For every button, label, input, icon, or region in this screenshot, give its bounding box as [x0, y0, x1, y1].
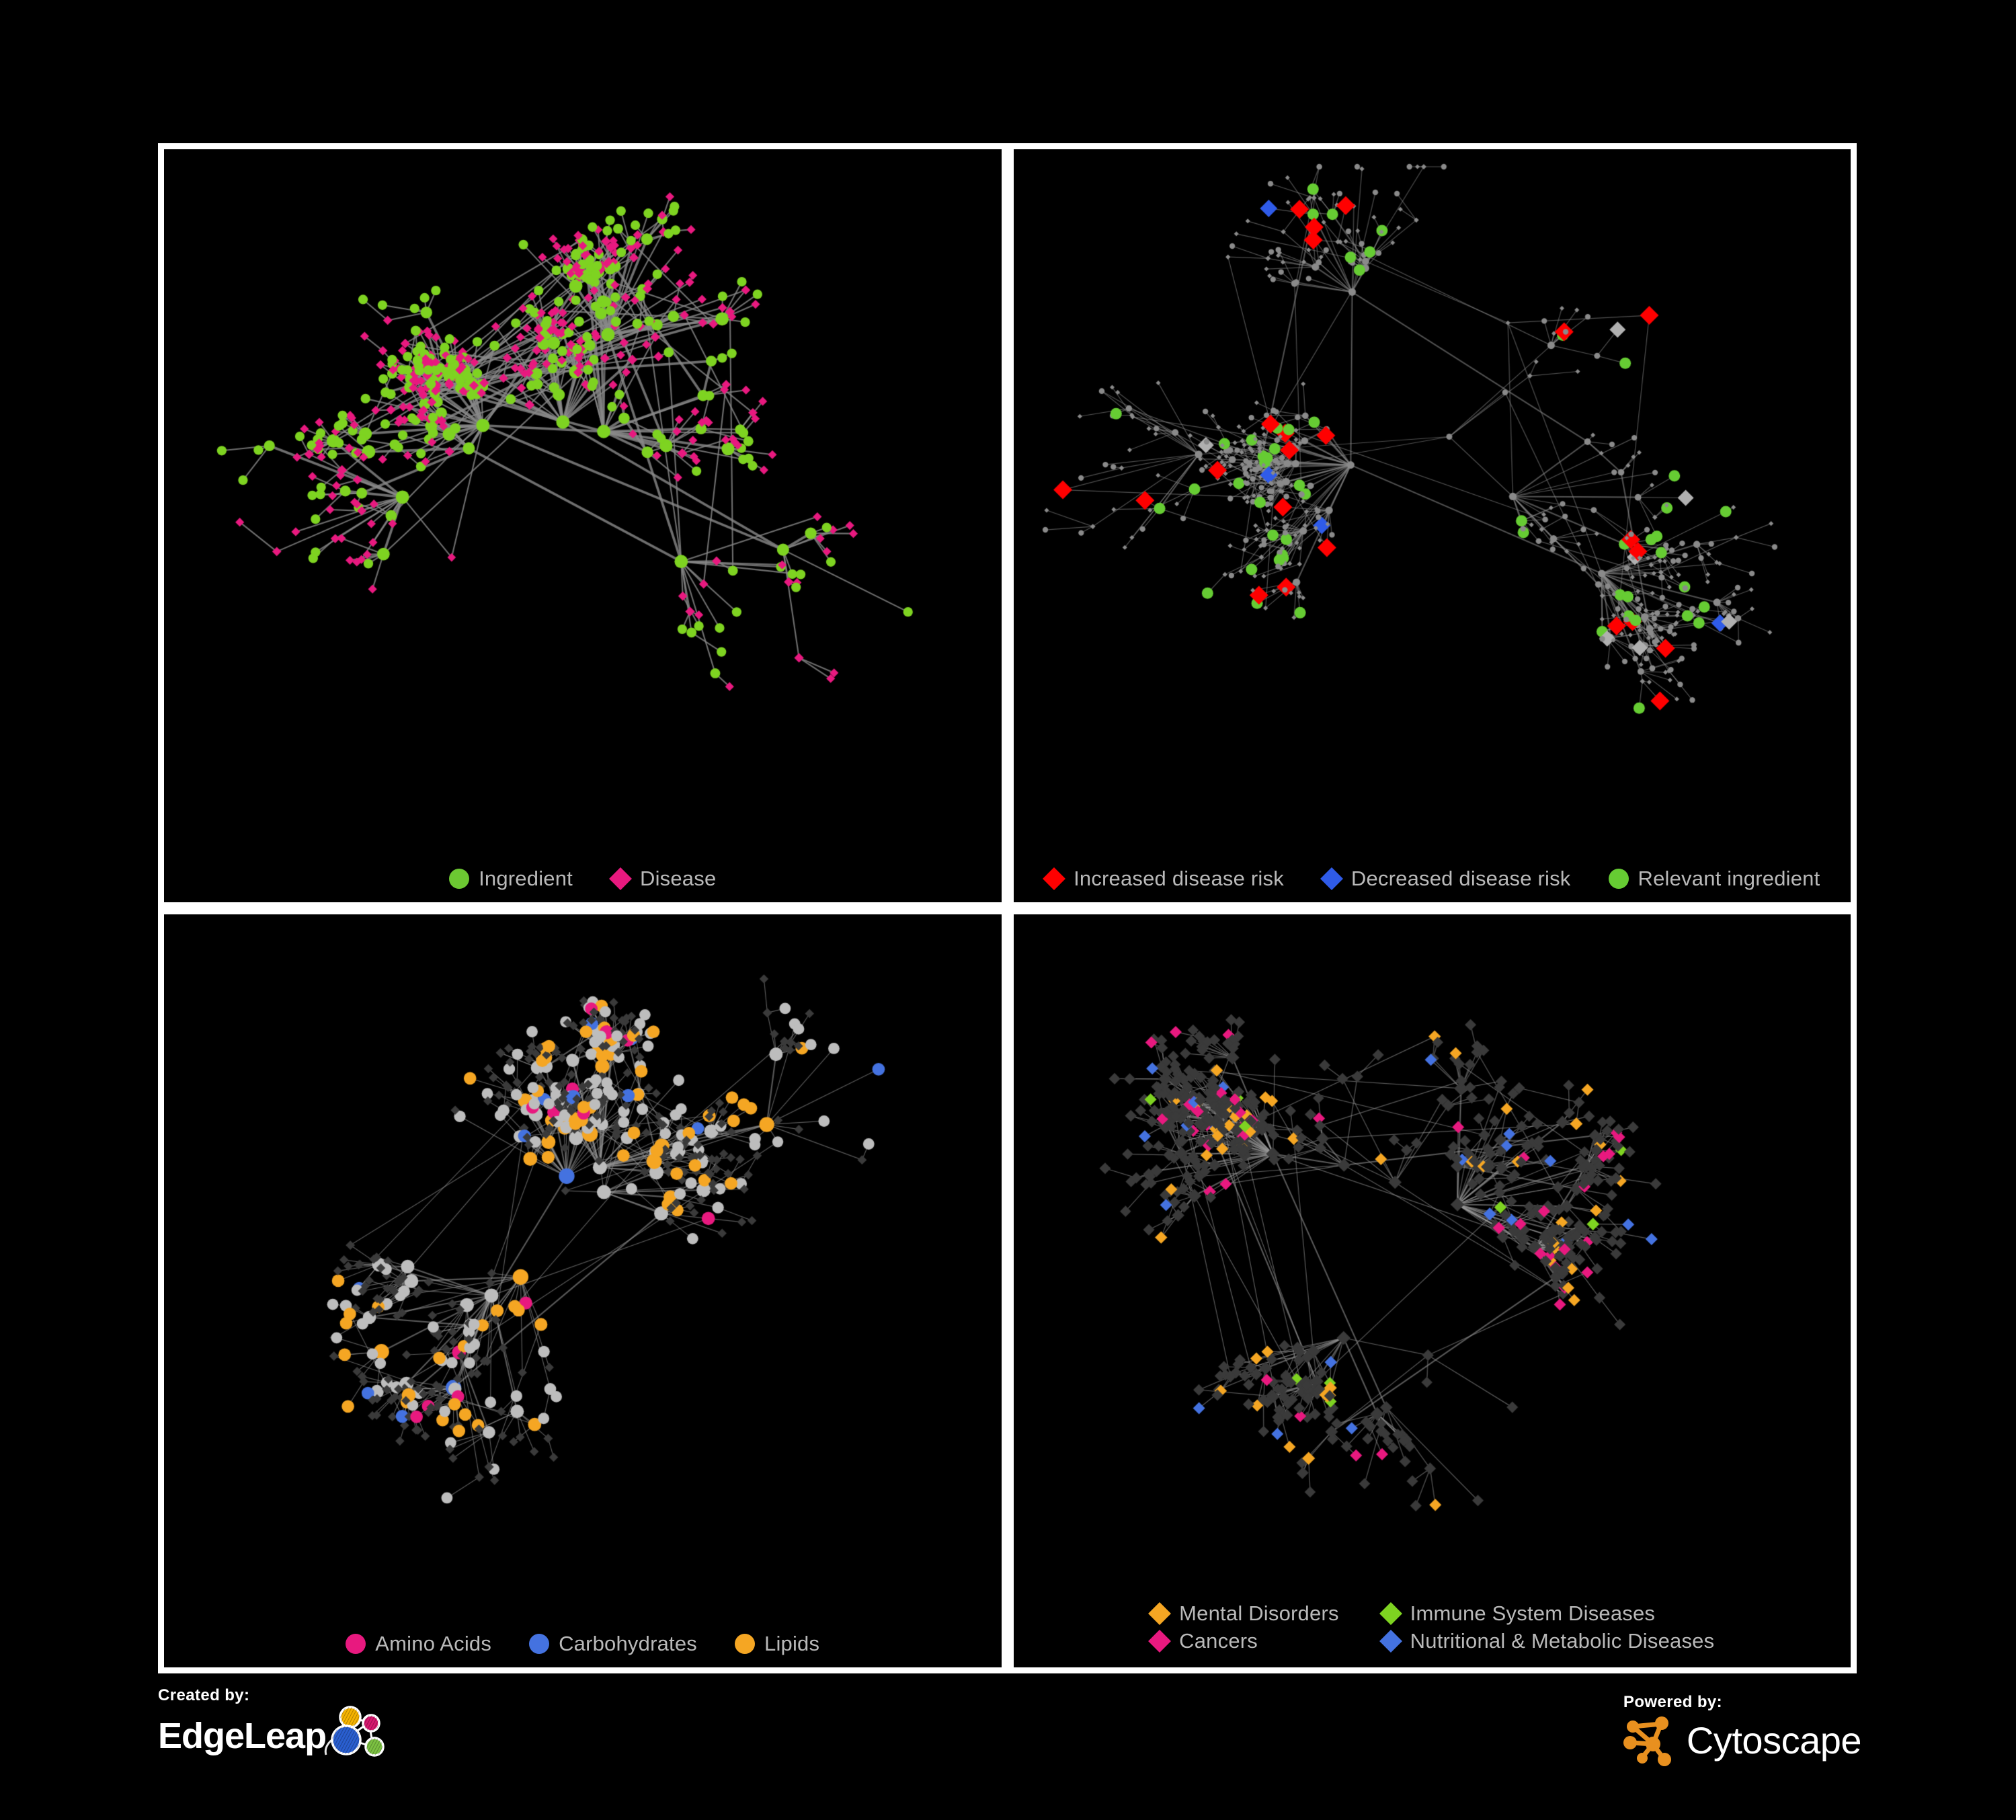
edgeleap-wordmark: EdgeLeap	[158, 1716, 327, 1757]
panel-disease-risk[interactable]: Increased disease risk Decreased disease…	[1013, 149, 1851, 902]
panel-ingredient-classes[interactable]: Amino Acids Carbohydrates Lipids	[164, 914, 1002, 1667]
edgeleap-logo-row: EdgeLeap	[158, 1706, 393, 1767]
network-canvas-ingredient-classes[interactable]	[164, 914, 1002, 1667]
panel-disease-classes[interactable]: Mental Disorders Immune System Diseases …	[1013, 914, 1851, 1667]
created-by-kicker: Created by:	[158, 1686, 250, 1704]
panel-grid: Ingredient Disease Increased disease ris…	[158, 143, 1857, 1673]
powered-by-brand[interactable]: Powered by:	[1622, 1693, 1862, 1768]
panel-ingredient-disease[interactable]: Ingredient Disease	[164, 149, 1002, 902]
cytoscape-wordmark: Cytoscape	[1686, 1719, 1862, 1762]
powered-by-kicker: Powered by:	[1623, 1693, 1723, 1711]
cytoscape-network-icon	[1623, 1716, 1671, 1766]
network-canvas-disease-classes[interactable]	[1013, 914, 1851, 1667]
footer: Created by: EdgeLeap	[158, 1681, 1862, 1802]
network-canvas-disease-risk[interactable]	[1013, 149, 1851, 902]
edgeleap-network-icon	[324, 1706, 385, 1757]
network-canvas-ingredient-disease[interactable]	[164, 149, 1002, 902]
cytoscape-logo-row: Cytoscape	[1622, 1713, 1862, 1768]
created-by-brand[interactable]: Created by: EdgeLeap	[158, 1686, 393, 1767]
